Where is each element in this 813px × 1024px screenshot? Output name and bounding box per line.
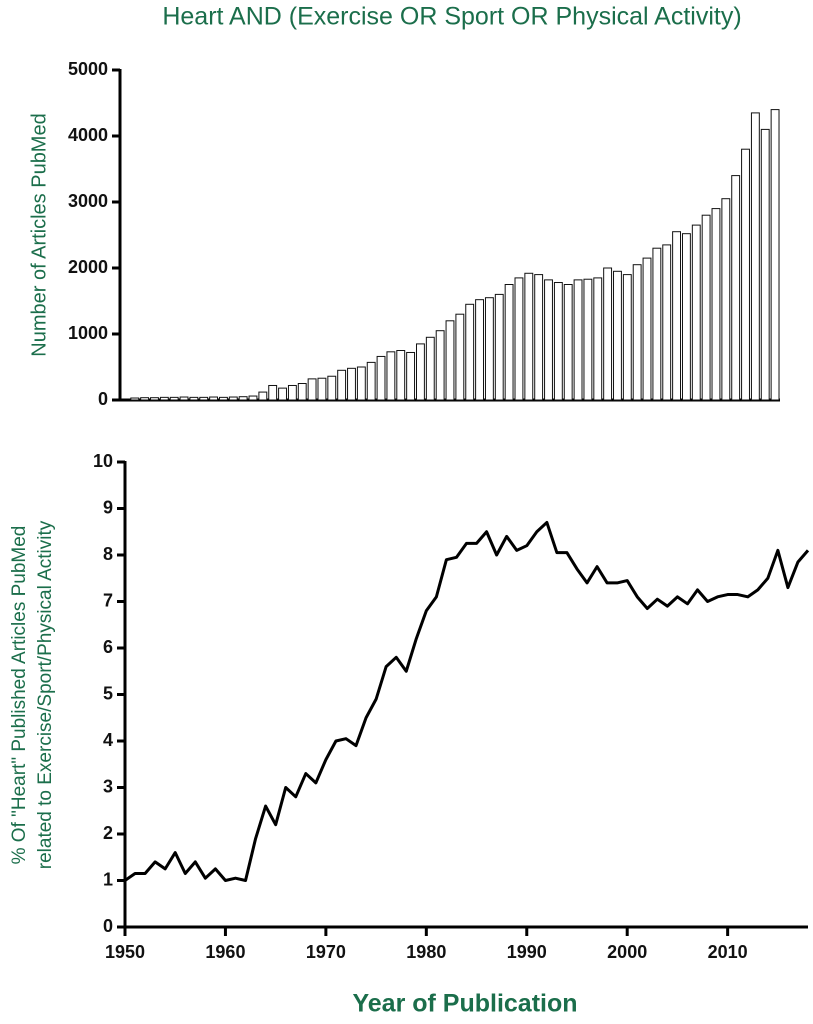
bar <box>366 361 376 401</box>
y-tick-label: 5 <box>103 683 113 703</box>
bar <box>514 277 524 401</box>
bar <box>169 396 179 401</box>
x-tick-label: 1990 <box>507 942 547 962</box>
bar <box>337 369 347 401</box>
y-tick-label: 1 <box>103 869 113 889</box>
bar <box>287 384 297 401</box>
bar <box>455 313 465 401</box>
x-tick-label: 2000 <box>607 942 647 962</box>
y-tick-label: 9 <box>103 497 113 517</box>
bar <box>711 208 721 401</box>
bar <box>475 299 484 401</box>
bar <box>534 274 544 401</box>
y-axis-label: related to Exercise/Sport/Physical Activ… <box>35 520 56 869</box>
chart-title: Heart AND (Exercise OR Sport OR Physical… <box>162 3 741 31</box>
bar <box>741 148 750 401</box>
bar <box>218 396 228 401</box>
bar <box>642 257 652 401</box>
bar <box>622 274 632 401</box>
bar <box>770 109 780 401</box>
bar <box>445 320 455 401</box>
y-tick-label: 2000 <box>68 257 108 277</box>
y-tick-label: 8 <box>103 544 113 564</box>
y-tick-label: 4 <box>103 730 113 750</box>
y-axis-label: Number of Articles PubMed <box>28 113 50 356</box>
y-tick-label: 1000 <box>68 323 108 343</box>
bar <box>435 330 445 401</box>
bar <box>159 396 169 401</box>
bar <box>544 279 553 401</box>
bar <box>307 378 317 401</box>
x-tick-label: 2010 <box>708 942 748 962</box>
bar <box>228 396 238 401</box>
bar <box>416 343 425 401</box>
y-tick-label: 0 <box>103 916 113 936</box>
bar <box>425 336 435 401</box>
bar <box>750 112 760 401</box>
bar <box>573 279 583 401</box>
bar <box>691 224 701 401</box>
x-tick-label: 1980 <box>406 942 446 962</box>
bar <box>721 198 731 401</box>
bar <box>494 293 504 401</box>
bar <box>248 395 258 401</box>
bar <box>140 397 150 401</box>
bar <box>278 387 287 401</box>
bar <box>563 284 573 401</box>
y-tick-label: 5000 <box>68 59 108 79</box>
y-tick-label: 7 <box>103 590 113 610</box>
bar <box>189 396 199 401</box>
bar <box>209 396 219 401</box>
bar <box>258 391 268 401</box>
bar <box>553 282 563 401</box>
bar <box>268 384 278 401</box>
bar <box>701 214 711 401</box>
bar <box>593 277 603 401</box>
y-tick-label: 3 <box>103 776 113 796</box>
bar <box>327 375 337 401</box>
bar <box>179 396 189 401</box>
bar <box>662 244 672 401</box>
bar <box>632 264 642 401</box>
x-tick-label: 1970 <box>306 942 346 962</box>
bar <box>524 272 534 401</box>
bar <box>613 270 622 401</box>
bar <box>238 396 248 401</box>
y-tick-label: 3000 <box>68 191 108 211</box>
bar <box>603 267 613 401</box>
x-tick-label: 1960 <box>205 942 245 962</box>
bar <box>317 377 327 401</box>
bar <box>760 128 770 401</box>
bar <box>652 247 662 401</box>
bar <box>681 233 691 401</box>
bar <box>465 303 475 401</box>
x-axis-label: Year of Publication <box>352 990 577 1018</box>
bar <box>347 367 356 401</box>
line <box>124 520 810 882</box>
bar <box>583 278 593 401</box>
bar <box>150 397 159 401</box>
bar <box>386 351 396 401</box>
y-tick-label: 0 <box>98 389 108 409</box>
bar <box>376 355 386 401</box>
x-tick-label: 1950 <box>105 942 145 962</box>
y-tick-label: 2 <box>103 823 113 843</box>
y-axis-label: % Of "Heart" Published Articles PubMed <box>9 526 30 865</box>
y-tick-label: 4000 <box>68 125 108 145</box>
bar <box>199 396 209 401</box>
bar <box>396 350 406 401</box>
bar <box>504 284 514 401</box>
bar <box>356 366 366 401</box>
bar <box>297 383 307 401</box>
y-tick-label: 6 <box>103 637 113 657</box>
bar <box>406 351 416 401</box>
bar <box>130 397 140 401</box>
y-tick-label: 10 <box>93 451 113 471</box>
bar <box>672 231 682 401</box>
bar <box>731 175 741 401</box>
bar <box>484 297 494 401</box>
